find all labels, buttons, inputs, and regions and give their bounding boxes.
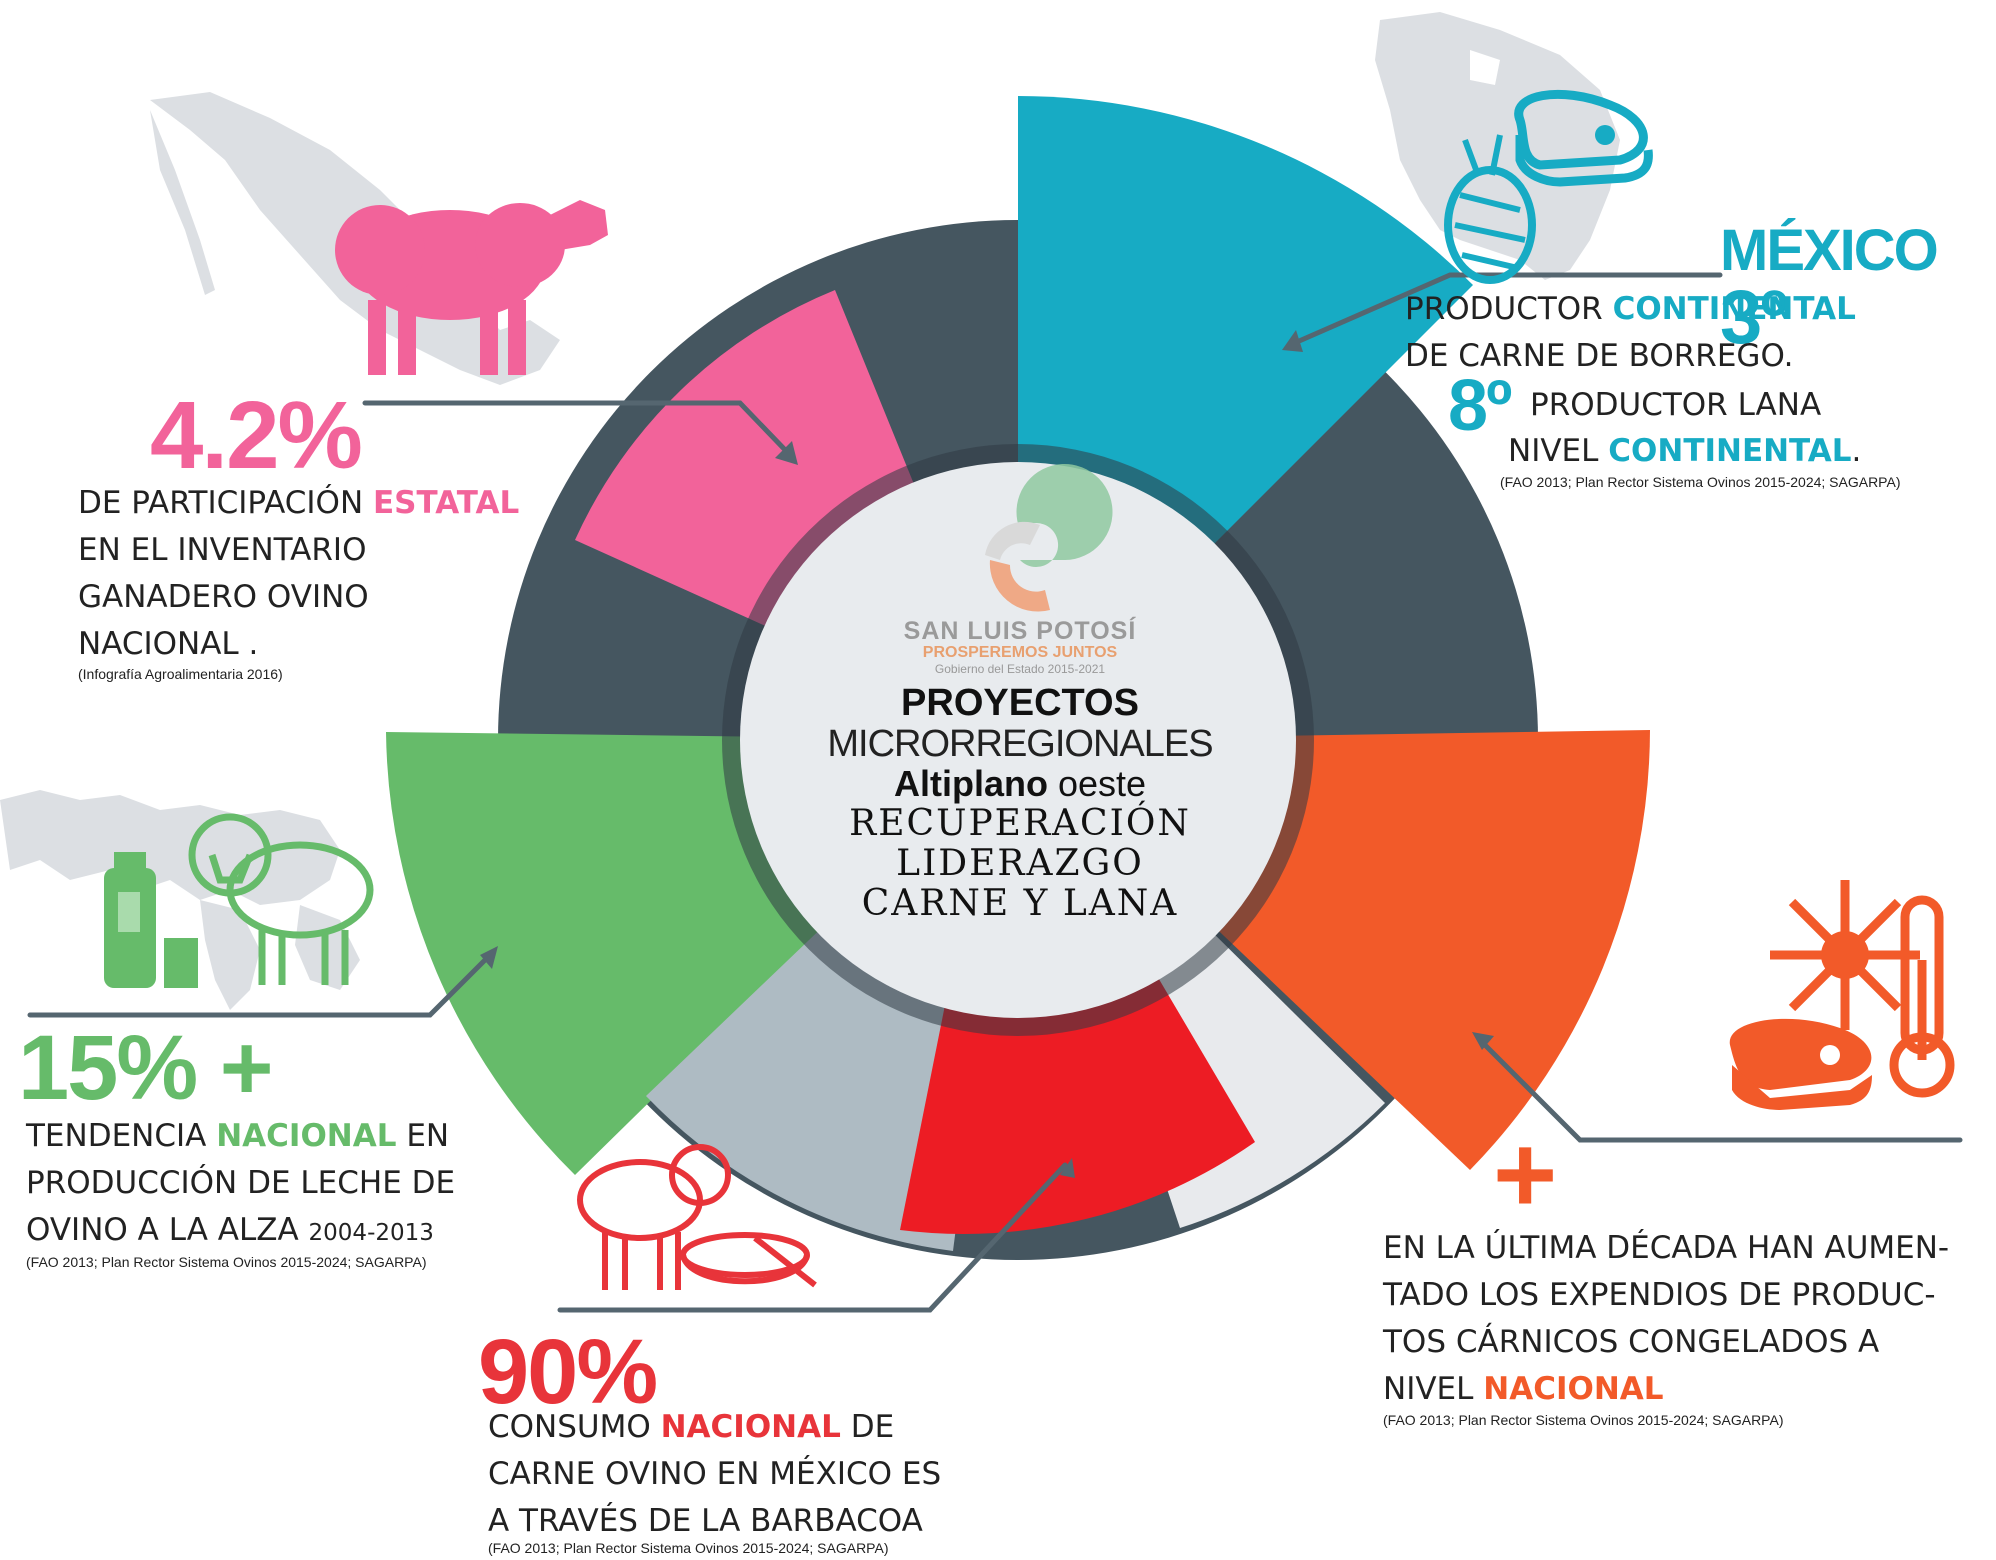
stat-barbacoa-highlight: NACIONAL [660,1409,841,1445]
meat-teal-icon [1514,89,1653,187]
stat-barbacoa-line1: CONSUMO NACIONAL DE [488,1404,941,1451]
stat-estatal-source: (Infografía Agroalimentaria 2016) [78,666,283,682]
stat-congelados-line4-pre: NIVEL [1383,1371,1484,1407]
stat-leche-value: 15% + [18,1017,273,1119]
stat-mexico-title: MÉXICO 3º [1720,222,1996,356]
arrow-red [1060,1158,1075,1178]
yarn-teal-icon [1444,134,1536,284]
stat-mexico-line4-post: . [1851,433,1862,469]
stat-mexico-line1-highlight: CONTINENTAL [1612,291,1856,327]
arrow-orange [1472,1032,1494,1050]
center-line-microrregionales: MICRORREGIONALES [827,723,1213,765]
center-line-proyectos: PROYECTOS [901,682,1139,724]
stat-barbacoa-source: (FAO 2013; Plan Rector Sistema Ovinos 20… [488,1540,889,1556]
stat-leche-post: EN [396,1118,450,1154]
snowflake-orange-icon [1770,880,1920,1030]
stat-barbacoa-line2: CARNE OVINO EN MÉXICO ES [488,1456,942,1492]
center-altiplano-bold: Altiplano [893,763,1048,804]
stat-leche-source: (FAO 2013; Plan Rector Sistema Ovinos 20… [26,1254,427,1270]
connector-red [557,1162,1068,1313]
stat-estatal-line1: DE PARTICIPACIÓN ESTATAL [78,480,519,527]
connector-orange [1477,1037,1963,1143]
logo-mark [985,464,1113,612]
stat-leche-pre: TENDENCIA [26,1118,217,1154]
arrow-pink [775,441,798,465]
stat-congelados-line3: TOS CÁRNICOS CONGELADOS A [1383,1324,1880,1360]
stat-barbacoa-text: CONSUMO NACIONAL DE CARNE OVINO EN MÉXIC… [488,1404,941,1545]
stat-barbacoa-value: 90% [478,1321,658,1423]
stat-mexico-rank2: 8º [1448,366,1512,446]
stat-leche-years: 2004-2013 [308,1220,434,1246]
sheep-red-icon [577,1144,731,1290]
stat-leche-line2: PRODUCCIÓN DE LECHE DE [26,1165,456,1201]
thermometer-orange-icon [1889,895,1955,1098]
stat-leche-line3-text: OVINO A LA ALZA [26,1212,309,1248]
sheep-pink-icon [335,200,608,375]
logo-government: Gobierno del Estado 2015-2021 [934,662,1106,676]
stat-mexico-text: PRODUCTOR CONTINENTAL DE CARNE DE BORREG… [1405,286,1856,380]
bowl-red-icon [680,1232,817,1288]
stat-mexico-line2: DE CARNE DE BORREGO. [1405,338,1794,374]
stat-barbacoa-post: DE [840,1409,895,1445]
stat-leche-line1: TENDENCIA NACIONAL EN [26,1113,455,1160]
sheep-green-icon [188,813,374,985]
center-line-altiplano: Altiplano oeste [760,764,1280,804]
stat-leche-text: TENDENCIA NACIONAL EN PRODUCCIÓN DE LECH… [26,1113,455,1257]
stat-estatal-line3: GANADERO OVINO [78,579,369,615]
stat-congelados-line4: NIVEL NACIONAL [1383,1366,1949,1413]
stat-estatal-line4: NACIONAL . [78,626,259,662]
stat-estatal-text: DE PARTICIPACIÓN ESTATAL EN EL INVENTARI… [78,480,519,668]
center-title: PROYECTOS MICRORREGIONALES Altiplano oes… [760,682,1280,924]
stat-estatal-highlight: ESTATAL [372,485,520,521]
stat-mexico-line4-highlight: CONTINENTAL [1608,433,1852,469]
stat-mexico-line3: PRODUCTOR LANA [1530,387,1822,423]
logo-slogan: PROSPEREMOS JUNTOS [922,644,1118,661]
center-line-carne-lana: CARNE Y LANA [861,883,1179,924]
connectors [27,272,1963,1313]
stat-leche-line3: OVINO A LA ALZA 2004-2013 [26,1207,455,1257]
logo-name: SAN LUIS POTOSÍ [903,617,1137,645]
stat-congelados-text: EN LA ÚLTIMA DÉCADA HAN AUMEN- TADO LOS … [1383,1225,1949,1413]
center-line-liderazgo: LIDERAZGO [896,843,1144,884]
stat-mexico-line1-pre: PRODUCTOR [1405,291,1613,327]
logo: SAN LUIS POTOSÍ PROSPEREMOS JUNTOS Gobie… [900,618,1140,676]
connector-arrowheads [480,330,1494,1178]
stat-barbacoa-pre: CONSUMO [488,1409,661,1445]
stat-mexico-line4: NIVEL CONTINENTAL. [1508,428,1861,475]
stat-congelados-plus: + [1493,1113,1557,1236]
stat-estatal-pre: DE PARTICIPACIÓN [78,485,373,521]
stat-congelados-source: (FAO 2013; Plan Rector Sistema Ovinos 20… [1383,1412,1784,1428]
center-disk [740,462,1296,1018]
connector-teal [1287,272,1723,348]
stat-congelados-line4-highlight: NACIONAL [1483,1371,1664,1407]
stat-congelados-line1: EN LA ÚLTIMA DÉCADA HAN AUMEN- [1383,1230,1950,1266]
stat-mexico-rank: 3º [1720,275,1788,360]
stat-mexico-title-text: MÉXICO [1720,218,1939,283]
milk-bottle-icon [104,852,198,988]
stat-estatal-value: 4.2% [150,382,363,489]
stat-leche-highlight: NACIONAL [216,1118,397,1154]
stat-mexico-source: (FAO 2013; Plan Rector Sistema Ovinos 20… [1500,474,1901,490]
stat-barbacoa-line3: A TRAVÉS DE LA BARBACOA [488,1503,923,1539]
arrow-green [480,946,498,969]
center-line-recuperacion: RECUPERACIÓN [849,803,1191,844]
meat-orange-icon [1729,1018,1872,1110]
arrow-teal [1282,330,1303,352]
stat-mexico-line4-pre: NIVEL [1508,433,1609,469]
stat-congelados-line2: TADO LOS EXPENDIOS DE PRODUC- [1383,1277,1936,1313]
stat-estatal-line2: EN EL INVENTARIO [78,532,367,568]
center-oeste: oeste [1047,763,1147,804]
ring-chart [386,96,1650,1260]
connector-green [27,952,493,1018]
stat-mexico-line1: PRODUCTOR CONTINENTAL [1405,286,1856,333]
connector-pink [362,400,793,458]
